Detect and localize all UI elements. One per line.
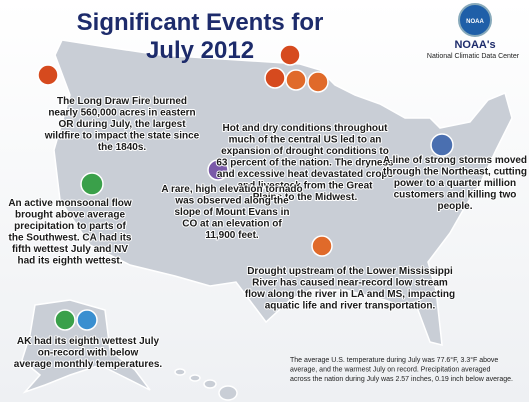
event-text: people. (437, 201, 472, 212)
us-map (53, 39, 513, 346)
storm-icon (430, 133, 454, 157)
event-text: flow along the river in LA and MS, impac… (245, 289, 455, 300)
fire-icon (279, 44, 301, 66)
footnote: average, and the warmest July on record.… (290, 367, 490, 374)
hawaii (174, 368, 186, 376)
event-text: through the Northeast, cutting (383, 167, 527, 178)
event-text: and livestock from the Great (237, 181, 373, 192)
event-text: A line of strong storms moved (383, 155, 527, 166)
title: Significant Events for (77, 9, 324, 36)
cold-icon (76, 309, 98, 331)
map (21, 39, 513, 401)
event-text: OR during July, the largest (58, 119, 186, 130)
event-text: Drought upstream of the Lower Mississipp… (247, 266, 453, 277)
icons (37, 44, 454, 331)
event-text: was observed along the (174, 196, 289, 207)
footnote: The average U.S. temperature during July… (290, 356, 498, 364)
event-text: and excessive heat devastated crops (217, 169, 394, 180)
tornado-icon (207, 159, 229, 181)
rain-icon (54, 309, 76, 331)
event-text: aquatic life and river transportation. (265, 301, 436, 312)
event-text: slope of Mount Evans in (174, 207, 289, 218)
event-text: River has caused near-record low stream (252, 278, 448, 289)
event-text: average monthly temperatures. (14, 359, 163, 370)
alaska (21, 299, 151, 394)
drought-icon (307, 71, 329, 93)
rain-icon (80, 172, 104, 196)
fire-icon (37, 64, 59, 86)
event-text: the 1840s. (98, 142, 147, 153)
event-text: expansion of drought conditions to (221, 146, 389, 157)
event-text: had its eighth wettest. (17, 256, 122, 267)
event-text: wildfire to impact the state since (44, 131, 200, 142)
event-text: Hot and dry conditions throughout (223, 123, 389, 134)
footnote: across the nation during July was 2.57 i… (290, 376, 513, 383)
event-text: nearly 560,000 acres in eastern (48, 108, 195, 119)
event-text: the Southwest. CA had its (9, 233, 132, 244)
event-text: An active monsoonal flow (8, 198, 132, 209)
title: July 2012 (146, 37, 254, 64)
event-text: brought above average (15, 210, 125, 221)
event-text: much of the central US led to an (229, 135, 382, 146)
event-text: Plains to the Midwest. (253, 192, 358, 203)
event-text: customers and killing two (394, 190, 517, 201)
drought-icon (285, 69, 307, 91)
event-text: 63 percent of the nation. The dryness (216, 158, 394, 169)
event-text: precipitation to parts of (14, 221, 126, 232)
event-text: 11,900 feet. (205, 230, 259, 241)
event-text: A rare, high elevation tornado (161, 184, 302, 195)
hawaii (218, 385, 238, 401)
event-text: AK had its eighth wettest July (17, 336, 160, 347)
logo-name: NOAA's (454, 39, 495, 51)
event-text: on-record with below (38, 348, 139, 359)
hawaii (189, 374, 201, 382)
logo-mark: NOAA (466, 19, 484, 25)
event-text: power to a quarter million (394, 178, 516, 189)
fire-icon (264, 67, 286, 89)
event-text: The Long Draw Fire burned (57, 96, 187, 107)
logo: NOAA NOAA's National Climatic Data Cente… (427, 3, 520, 60)
event-text: fifth wettest July and NV (12, 244, 128, 255)
noaa-logo (458, 3, 492, 37)
event-text: CO at an elevation of (182, 219, 282, 230)
logo-center: National Climatic Data Center (427, 53, 520, 60)
hawaii (203, 379, 217, 389)
drought-icon (311, 235, 333, 257)
